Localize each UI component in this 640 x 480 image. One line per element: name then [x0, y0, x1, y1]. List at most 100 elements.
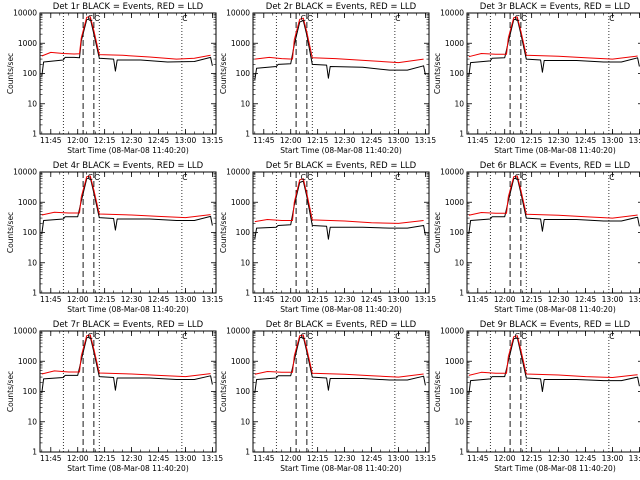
y-tick-label: 1	[459, 448, 464, 457]
x-tick-label: 12:00	[494, 454, 516, 463]
state-label: C	[182, 332, 187, 341]
panel-6: Det 6r BLACK = Events, RED = LLD Counts/s…	[433, 161, 640, 314]
x-axis-label: Start Time (08-Mar-08 11:40:20)	[67, 464, 189, 473]
panel-9: Det 9r BLACK = Events, RED = LLD Counts/s…	[433, 320, 640, 473]
x-tick-label: 12:45	[575, 454, 597, 463]
state-label: C	[521, 14, 526, 23]
y-tick-label: 1	[245, 448, 250, 457]
x-tick-label: 12:15	[94, 454, 116, 463]
x-tick-label: 13:00	[602, 295, 624, 304]
x-tick-label: 13:00	[602, 454, 624, 463]
x-axis-label: Start Time (08-Mar-08 11:40:20)	[280, 146, 402, 155]
series-lld-line	[254, 17, 424, 64]
state-label: C	[609, 14, 614, 23]
y-tick-label: 1	[459, 289, 464, 298]
x-axis-label: Start Time (08-Mar-08 11:40:20)	[67, 146, 189, 155]
y-tick-label: 10	[27, 258, 37, 267]
y-tick-label: 1	[32, 289, 37, 298]
x-tick-label: 13:00	[388, 295, 410, 304]
y-tick-label: 10000	[13, 9, 37, 18]
y-tick-label: 10	[454, 258, 464, 267]
y-tick-label: 1000	[18, 357, 37, 366]
state-label: C	[609, 173, 614, 182]
x-tick-label: 13:00	[175, 136, 197, 145]
y-tick-label: 10	[240, 99, 250, 108]
chart-title: Det 3r BLACK = Events, RED = LLD	[480, 2, 631, 12]
y-tick-label: 100	[23, 228, 38, 237]
y-tick-label: 10	[454, 417, 464, 426]
x-tick-label: 12:00	[280, 454, 302, 463]
y-tick-label: 1000	[18, 198, 37, 207]
state-label: C	[307, 173, 312, 182]
x-tick-label: 12:00	[67, 454, 89, 463]
x-tick-label: 13:00	[175, 295, 197, 304]
state-label: C	[94, 332, 99, 341]
x-tick-label: 12:30	[121, 136, 143, 145]
y-tick-label: 100	[236, 387, 251, 396]
y-tick-label: 1	[245, 289, 250, 298]
state-label: C	[609, 332, 614, 341]
y-axis-label: Counts/sec	[219, 53, 228, 94]
state-label: C	[521, 332, 526, 341]
state-label: C	[395, 332, 400, 341]
series-lld-line	[468, 16, 638, 60]
state-label: C	[301, 14, 306, 23]
x-tick-label: 13:15	[202, 454, 224, 463]
state-label: C	[94, 14, 99, 23]
y-tick-label: 1	[245, 130, 250, 139]
series-lld-line	[468, 335, 638, 378]
x-axis-label: Start Time (08-Mar-08 11:40:20)	[280, 305, 402, 314]
x-tick-label: 12:30	[334, 454, 356, 463]
series-events-line	[468, 18, 640, 77]
series-events-line	[254, 336, 426, 393]
state-label: C	[301, 173, 306, 182]
x-tick-label: 11:45	[253, 136, 275, 145]
series-lld-line	[41, 16, 211, 60]
y-tick-label: 10000	[13, 327, 37, 336]
y-tick-label: 1	[459, 130, 464, 139]
y-axis-label: Counts/sec	[219, 371, 228, 412]
x-axis-label: Start Time (08-Mar-08 11:40:20)	[494, 146, 616, 155]
x-tick-label: 12:00	[67, 136, 89, 145]
panel-1: Det 1r BLACK = Events, RED = LLD Counts/s…	[6, 2, 223, 155]
x-tick-label: 12:15	[94, 136, 116, 145]
x-axis-label: Start Time (08-Mar-08 11:40:20)	[67, 305, 189, 314]
plot-frame	[466, 171, 640, 294]
state-label: C	[301, 332, 306, 341]
plot-frame	[39, 330, 217, 453]
x-tick-label: 12:45	[148, 136, 170, 145]
series-events-line	[41, 18, 213, 77]
series-events-line	[41, 336, 213, 393]
y-tick-label: 10000	[226, 168, 250, 177]
chart-title: Det 6r BLACK = Events, RED = LLD	[480, 161, 631, 171]
series-events-line	[41, 177, 213, 234]
x-tick-label: 11:45	[253, 295, 275, 304]
y-tick-label: 100	[450, 69, 465, 78]
x-tick-label: 12:45	[361, 454, 383, 463]
series-events-line	[468, 337, 640, 395]
x-tick-label: 13:00	[388, 136, 410, 145]
x-tick-label: 12:30	[334, 295, 356, 304]
x-axis-label: Start Time (08-Mar-08 11:40:20)	[494, 305, 616, 314]
y-tick-label: 10000	[226, 327, 250, 336]
panel-5: Det 5r BLACK = Events, RED = LLD Counts/s…	[219, 161, 436, 314]
y-axis-label: Counts/sec	[433, 53, 442, 94]
panel-2: Det 2r BLACK = Events, RED = LLD Counts/s…	[219, 2, 436, 155]
y-tick-label: 1	[32, 130, 37, 139]
x-tick-label: 11:45	[40, 454, 62, 463]
y-tick-label: 10	[240, 258, 250, 267]
x-tick-label: 13:15	[415, 136, 437, 145]
x-tick-label: 13:00	[388, 454, 410, 463]
x-tick-label: 13:00	[175, 454, 197, 463]
x-tick-label: 12:45	[575, 295, 597, 304]
chart-title: Det 5r BLACK = Events, RED = LLD	[266, 161, 417, 171]
y-tick-label: 1000	[18, 39, 37, 48]
x-tick-label: 12:00	[280, 136, 302, 145]
y-tick-label: 100	[236, 69, 251, 78]
x-tick-label: 12:30	[121, 454, 143, 463]
x-tick-label: 13:15	[629, 454, 640, 463]
y-tick-label: 100	[23, 69, 38, 78]
x-tick-label: 13:15	[202, 136, 224, 145]
y-tick-label: 10000	[440, 9, 464, 18]
